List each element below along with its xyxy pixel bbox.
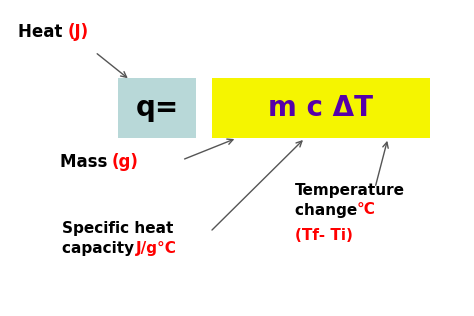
Text: (J): (J) [68,23,89,41]
Text: q=: q= [136,94,179,122]
Text: Heat: Heat [18,23,68,41]
Text: capacity: capacity [62,240,139,256]
Text: Temperature: Temperature [295,183,405,198]
Text: J/g°C: J/g°C [136,240,177,256]
FancyBboxPatch shape [118,78,196,138]
FancyBboxPatch shape [212,78,430,138]
Text: Mass: Mass [60,153,113,171]
Text: change: change [295,203,368,217]
Text: (Tf- Ti): (Tf- Ti) [295,228,353,242]
Text: °C: °C [357,203,376,217]
Text: (g): (g) [112,153,139,171]
Text: m c ΔT: m c ΔT [268,94,374,122]
Text: Specific heat: Specific heat [62,221,173,235]
